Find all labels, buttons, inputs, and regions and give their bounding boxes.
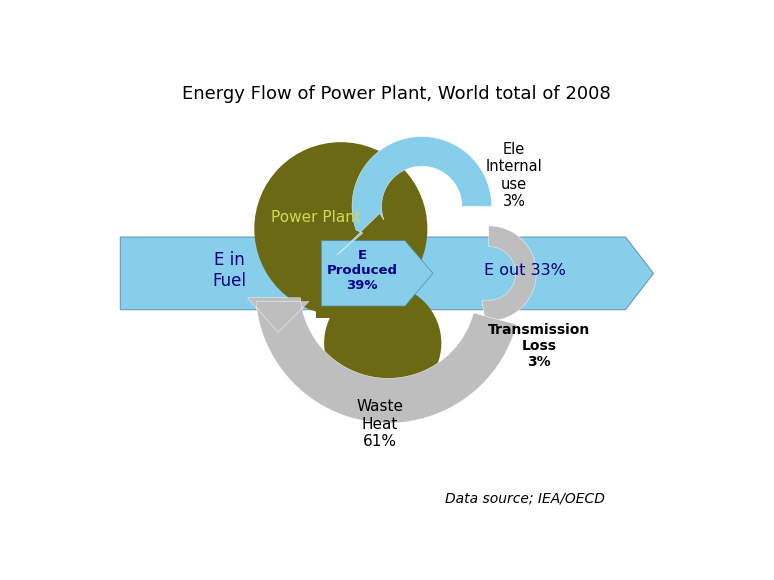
Bar bbox=[316, 198, 411, 318]
Text: Waste
Heat
61%: Waste Heat 61% bbox=[357, 399, 403, 449]
Circle shape bbox=[255, 142, 427, 316]
Text: E out 33%: E out 33% bbox=[484, 263, 566, 278]
Text: Transmission
Loss
3%: Transmission Loss 3% bbox=[488, 322, 590, 369]
Circle shape bbox=[324, 285, 441, 402]
Polygon shape bbox=[337, 137, 491, 255]
Text: E in
Fuel: E in Fuel bbox=[212, 251, 246, 290]
Polygon shape bbox=[482, 226, 536, 346]
Text: Data source; IEA/OECD: Data source; IEA/OECD bbox=[445, 491, 605, 505]
Text: Ele
Internal
use
3%: Ele Internal use 3% bbox=[485, 142, 543, 209]
Polygon shape bbox=[321, 241, 433, 306]
Text: Energy Flow of Power Plant, World total of 2008: Energy Flow of Power Plant, World total … bbox=[183, 85, 611, 103]
Polygon shape bbox=[120, 237, 399, 310]
Polygon shape bbox=[391, 237, 653, 310]
Polygon shape bbox=[248, 298, 516, 423]
Text: Power Plant: Power Plant bbox=[271, 210, 361, 225]
Text: E
Produced
39%: E Produced 39% bbox=[327, 249, 398, 292]
